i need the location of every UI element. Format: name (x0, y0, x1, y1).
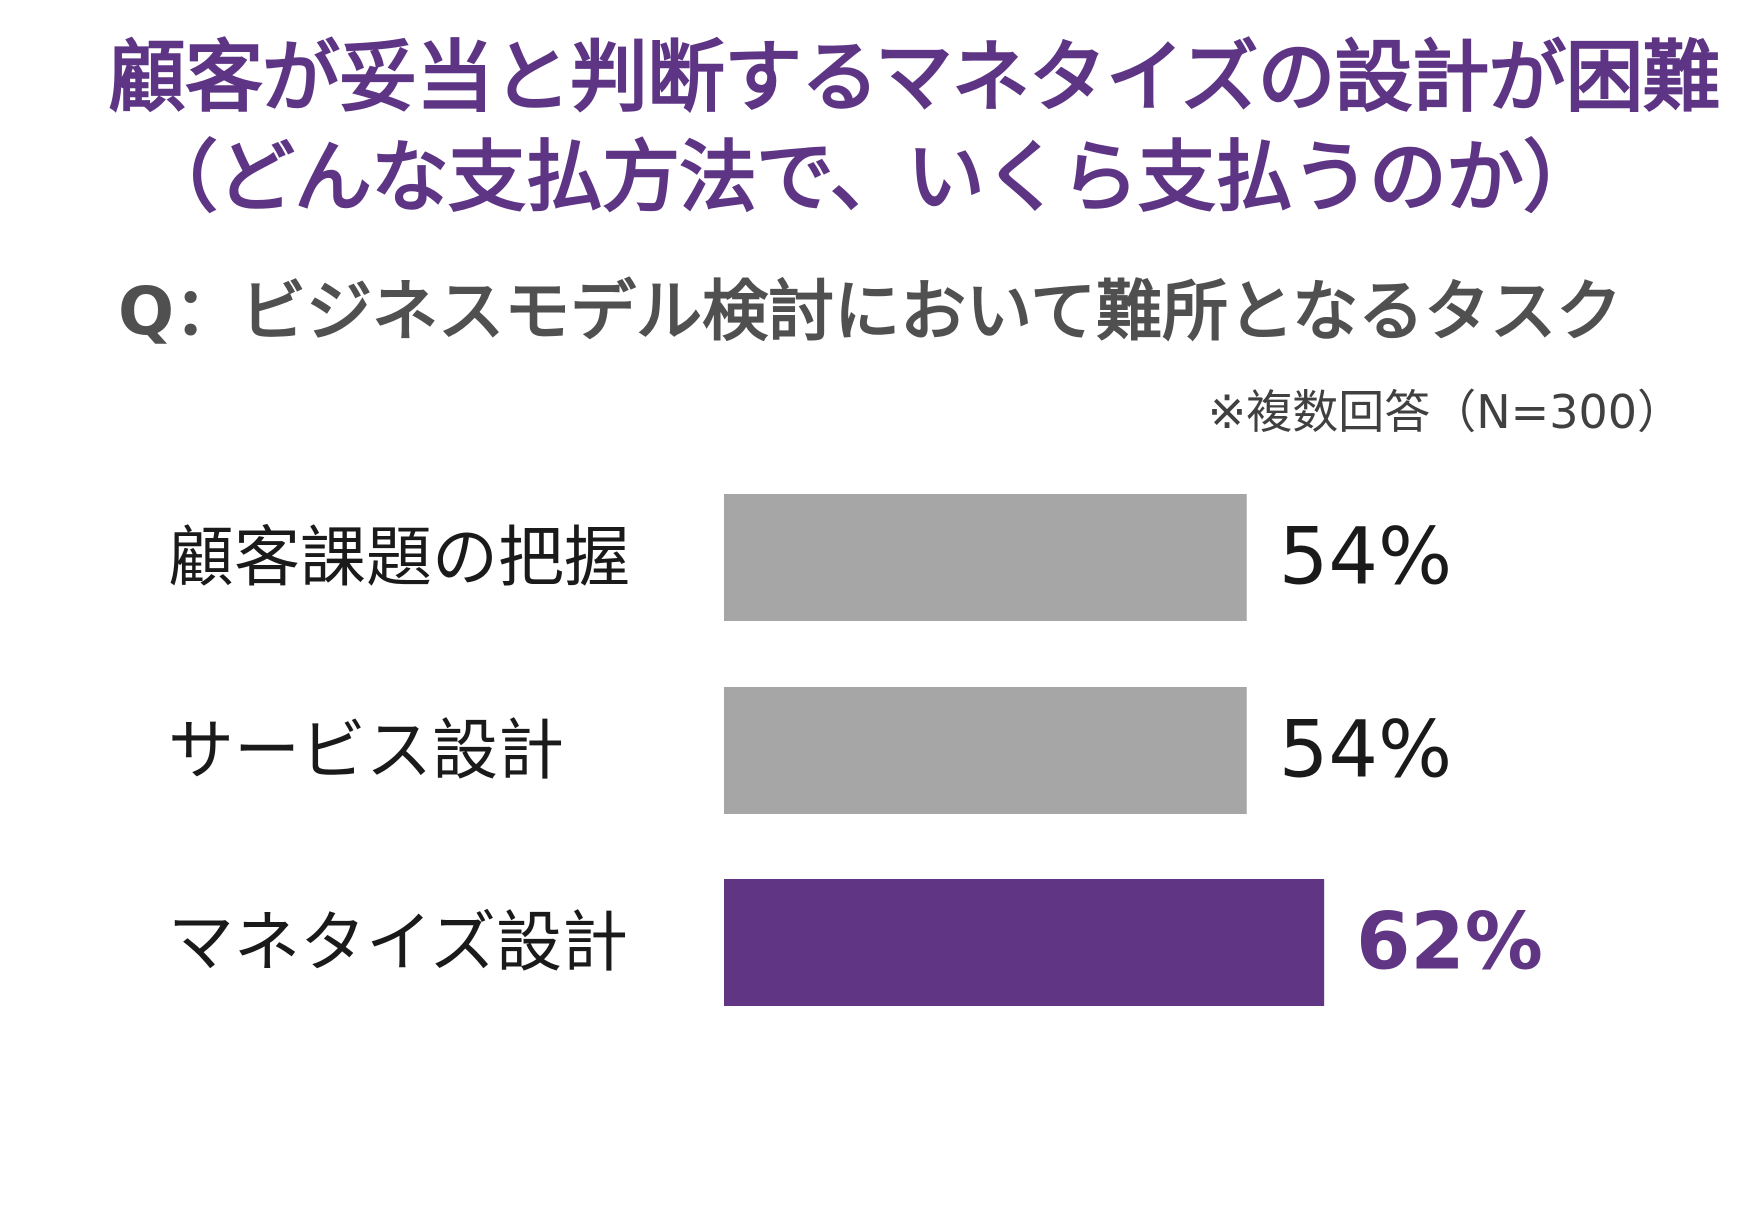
question-title: Q：ビジネスモデル検討において難所となるタスク (118, 273, 1623, 350)
headline-line-1: 顧客が妥当と判断するマネタイズの設計が困難 (108, 33, 1721, 123)
value-label-1: 54% (1279, 513, 1452, 603)
value-label-2: 54% (1279, 706, 1452, 796)
bar-2 (724, 687, 1247, 814)
category-label-2: サービス設計 (168, 712, 564, 789)
bar-1 (724, 494, 1247, 621)
value-label-3: 62% (1356, 898, 1543, 988)
bar-3 (724, 879, 1325, 1006)
bars-layer: 顧客課題の把握 54% サービス設計 54% マネタイズ設計 62% (168, 494, 1543, 1006)
headline-line-2: （どんな支払方法で、いくら支払うのか） (140, 133, 1601, 223)
sample-note: ※複数回答（N=300） (1207, 385, 1683, 439)
category-label-1: 顧客課題の把握 (168, 519, 630, 596)
category-label-3: マネタイズ設計 (168, 904, 628, 981)
